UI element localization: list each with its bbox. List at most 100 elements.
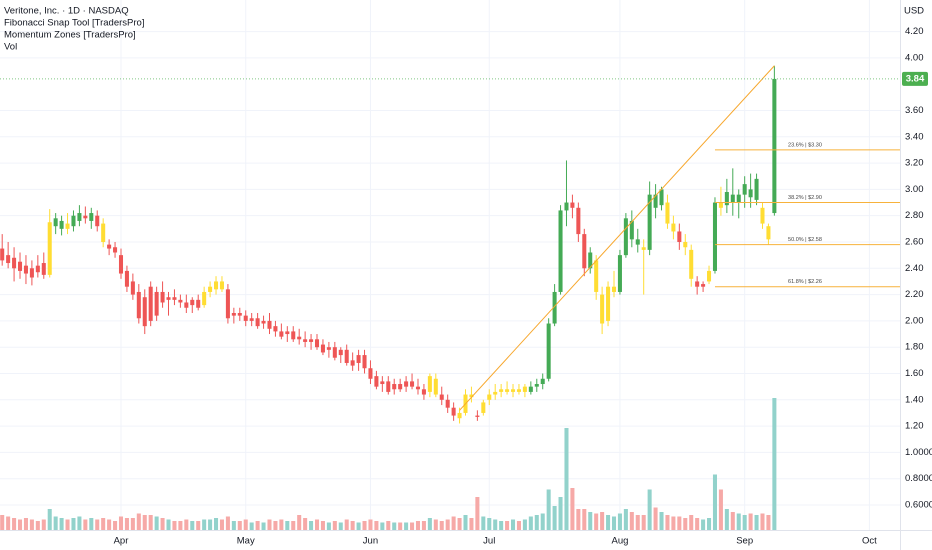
volume-bar (481, 516, 486, 530)
candle-body (291, 331, 296, 340)
y-tick-label: 2.00 (905, 315, 924, 326)
volume-bar (594, 513, 599, 530)
x-tick-label: Jun (363, 536, 378, 547)
x-tick-label: Apr (114, 536, 129, 547)
candle-body (17, 261, 23, 271)
drawings: 23.6% | $3.30 38.2% | $2.90 50.0% | $2.58 6… (0, 65, 900, 411)
volume-bar (124, 518, 129, 530)
volume-bar (362, 521, 367, 530)
y-tick-label: 1.80 (905, 342, 924, 353)
volume-bar (499, 521, 504, 530)
volume-bar (445, 519, 450, 530)
volume-bar (225, 516, 230, 530)
candle-body (712, 202, 717, 271)
volume-bar (77, 516, 82, 530)
volume-bar (83, 519, 88, 530)
candle-body (83, 215, 88, 219)
candle-body (439, 394, 444, 400)
volume-bar (166, 519, 171, 530)
candle-body (356, 355, 361, 363)
volume-bar (130, 518, 135, 530)
volume-bar (582, 509, 587, 530)
volume-bar (160, 518, 165, 530)
candle-body (659, 189, 664, 206)
candle-body (689, 249, 694, 279)
candle-body (219, 281, 224, 290)
volume-bar (374, 521, 379, 530)
candle-body (41, 263, 46, 275)
candle-body (588, 252, 593, 269)
volume-bar (202, 519, 207, 530)
candle-body (457, 412, 462, 419)
candle-body (130, 281, 135, 295)
candle-body (606, 286, 611, 321)
volume-bar (617, 513, 622, 530)
volume-bar (421, 521, 426, 530)
volume-pane (0, 398, 777, 530)
fib-label: 61.8% | $2.26 (788, 279, 822, 285)
candle-body (433, 378, 438, 395)
candle-body (724, 192, 729, 206)
volume-bar (469, 518, 474, 530)
candle-body (386, 381, 391, 392)
candle-body (12, 257, 17, 269)
y-tick-label: 3.20 (905, 158, 924, 169)
volume-bar (291, 521, 296, 530)
candle-body (528, 386, 533, 392)
candle-body (374, 376, 379, 387)
fib-label: 23.6% | $3.30 (788, 142, 822, 148)
volume-bar (12, 518, 17, 530)
candle-body (641, 247, 646, 250)
y-tick-label: 2.60 (905, 237, 924, 248)
y-tick-label: 2.40 (905, 263, 924, 274)
currency-label: USD (904, 6, 924, 17)
x-tick-label: Jul (483, 536, 495, 547)
volume-bar (154, 516, 159, 530)
volume-bar (493, 519, 498, 530)
volume-bar (760, 513, 765, 530)
y-tick-label: 1.40 (905, 394, 924, 405)
volume-bar (368, 519, 373, 530)
candle-body (136, 291, 141, 319)
volume-bar (516, 521, 521, 530)
candle-body (451, 407, 456, 416)
candle-body (362, 355, 367, 369)
candle-body (326, 347, 331, 350)
candle-body (647, 194, 652, 250)
volume-bar (380, 522, 385, 530)
volume-bar (273, 521, 278, 530)
volume-bar (427, 518, 432, 530)
candle-body (522, 386, 527, 392)
y-tick-label: 3.60 (905, 105, 924, 116)
candle-body (208, 286, 213, 292)
indicator-label: Vol (4, 42, 17, 53)
candle-body (701, 284, 706, 287)
volume-bar (65, 519, 70, 530)
volume-bar (511, 519, 516, 530)
candle-body (190, 299, 195, 306)
volume-bar (320, 521, 325, 530)
volume-bar (677, 516, 682, 530)
grid (0, 0, 900, 530)
candle-body (142, 297, 147, 327)
volume-bar (356, 522, 361, 530)
candle-body (534, 384, 539, 387)
chart-title: Veritone, Inc. · 1D · NASDAQ (4, 6, 129, 17)
candle-body (653, 194, 658, 208)
y-tick-label: 0.6000 (905, 500, 932, 511)
y-tick-label: 3.40 (905, 131, 924, 142)
volume-bar (552, 506, 557, 530)
candle-body (101, 223, 106, 242)
volume-bar (653, 507, 658, 530)
candle-body (53, 218, 58, 227)
candle-body (95, 215, 100, 227)
volume-bar (332, 521, 337, 530)
candle-body (754, 178, 759, 200)
volume-bar (606, 515, 611, 530)
fib-label: 38.2% | $2.90 (788, 195, 822, 201)
candle-body (570, 202, 575, 208)
candle-body (249, 318, 254, 321)
volume-bar (475, 497, 480, 530)
volume-bar (190, 521, 195, 530)
